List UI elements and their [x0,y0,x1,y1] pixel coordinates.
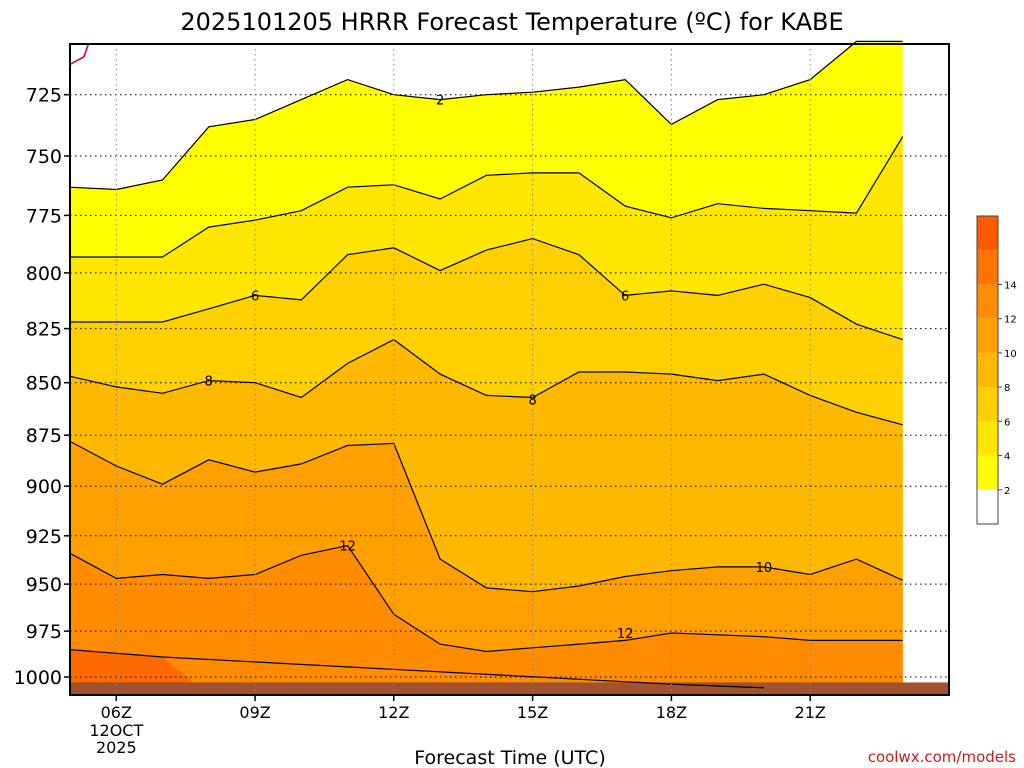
colorbar-label: 2 [1004,486,1010,497]
x-date-label: 2025 [96,738,137,757]
x-tick-label: 18Z [656,703,687,722]
y-tick-label: 975 [26,621,62,643]
y-tick-label: 900 [26,476,62,498]
colorbar-label: 8 [1004,383,1010,394]
colorbar-segment [977,216,998,251]
colorbar-segment [977,421,998,456]
colorbar-label: 12 [1004,315,1017,326]
colorbar-label: 4 [1004,452,1010,463]
x-tick-label: 09Z [239,703,270,722]
contour-label: 12 [617,627,634,642]
colorbar: 2 4 6 8 10 12 14 [976,215,1017,525]
chart-title: 2025101205 HRRR Forecast Temperature (ºC… [180,8,843,36]
x-tick-label: 06Z [101,703,132,722]
x-tick-label: 15Z [517,703,548,722]
freezing-line [69,43,90,66]
colorbar-label: 14 [1004,280,1017,291]
isotherm-4 [70,136,904,258]
isotherm-12 [69,544,903,653]
contour-label: 12 [339,540,356,555]
colorbar-segment [977,352,998,388]
y-tick-label: 825 [26,319,62,341]
x-date-label: 12OCT [89,721,143,740]
temp-band-12 [70,545,903,695]
axes: 725 750 775 800 825 850 875 900 925 950 975 1000 06Z… [14,43,950,757]
contour-label: 10 [756,561,773,576]
colorbar-segment [977,387,998,422]
x-tick-label: 12Z [378,703,409,722]
credit-text: coolwx.com/models [868,748,1016,766]
contour-label: 6 [621,289,629,304]
colorbar-segment [977,250,998,285]
colorbar-frame [976,215,999,525]
contour-label: 2 [436,94,444,109]
y-tick-label: 950 [26,574,62,596]
contour-label: 8 [528,394,536,409]
contour-label: 8 [205,375,213,390]
colorbar-segment [977,455,998,490]
colorbar-label: 6 [1004,417,1010,428]
ground-layer [70,682,949,695]
y-tick-label: 775 [26,205,62,227]
colorbar-segment [977,318,998,353]
y-tick-label: 750 [26,146,62,168]
y-tick-label: 800 [26,263,62,285]
x-tick-label: 21Z [795,703,826,722]
isotherm-14 [69,649,764,689]
y-tick-label: 925 [26,526,62,548]
isotherm-8 [69,338,903,426]
isotherm-10 [69,440,903,593]
contour-label: 6 [251,289,259,304]
plot-frame [69,43,950,696]
plot-area: 2 6 6 8 8 10 12 12 [69,40,949,696]
colorbar-segment [977,489,998,524]
colorbar-label: 10 [1004,349,1017,360]
y-tick-label: 875 [26,425,62,447]
y-tick-label: 850 [26,373,62,395]
colorbar-segment [977,284,998,319]
x-axis-label: Forecast Time (UTC) [414,747,605,768]
y-tick-label: 725 [26,85,62,107]
isotherm-6 [70,237,903,341]
y-tick-label: 1000 [14,667,62,689]
